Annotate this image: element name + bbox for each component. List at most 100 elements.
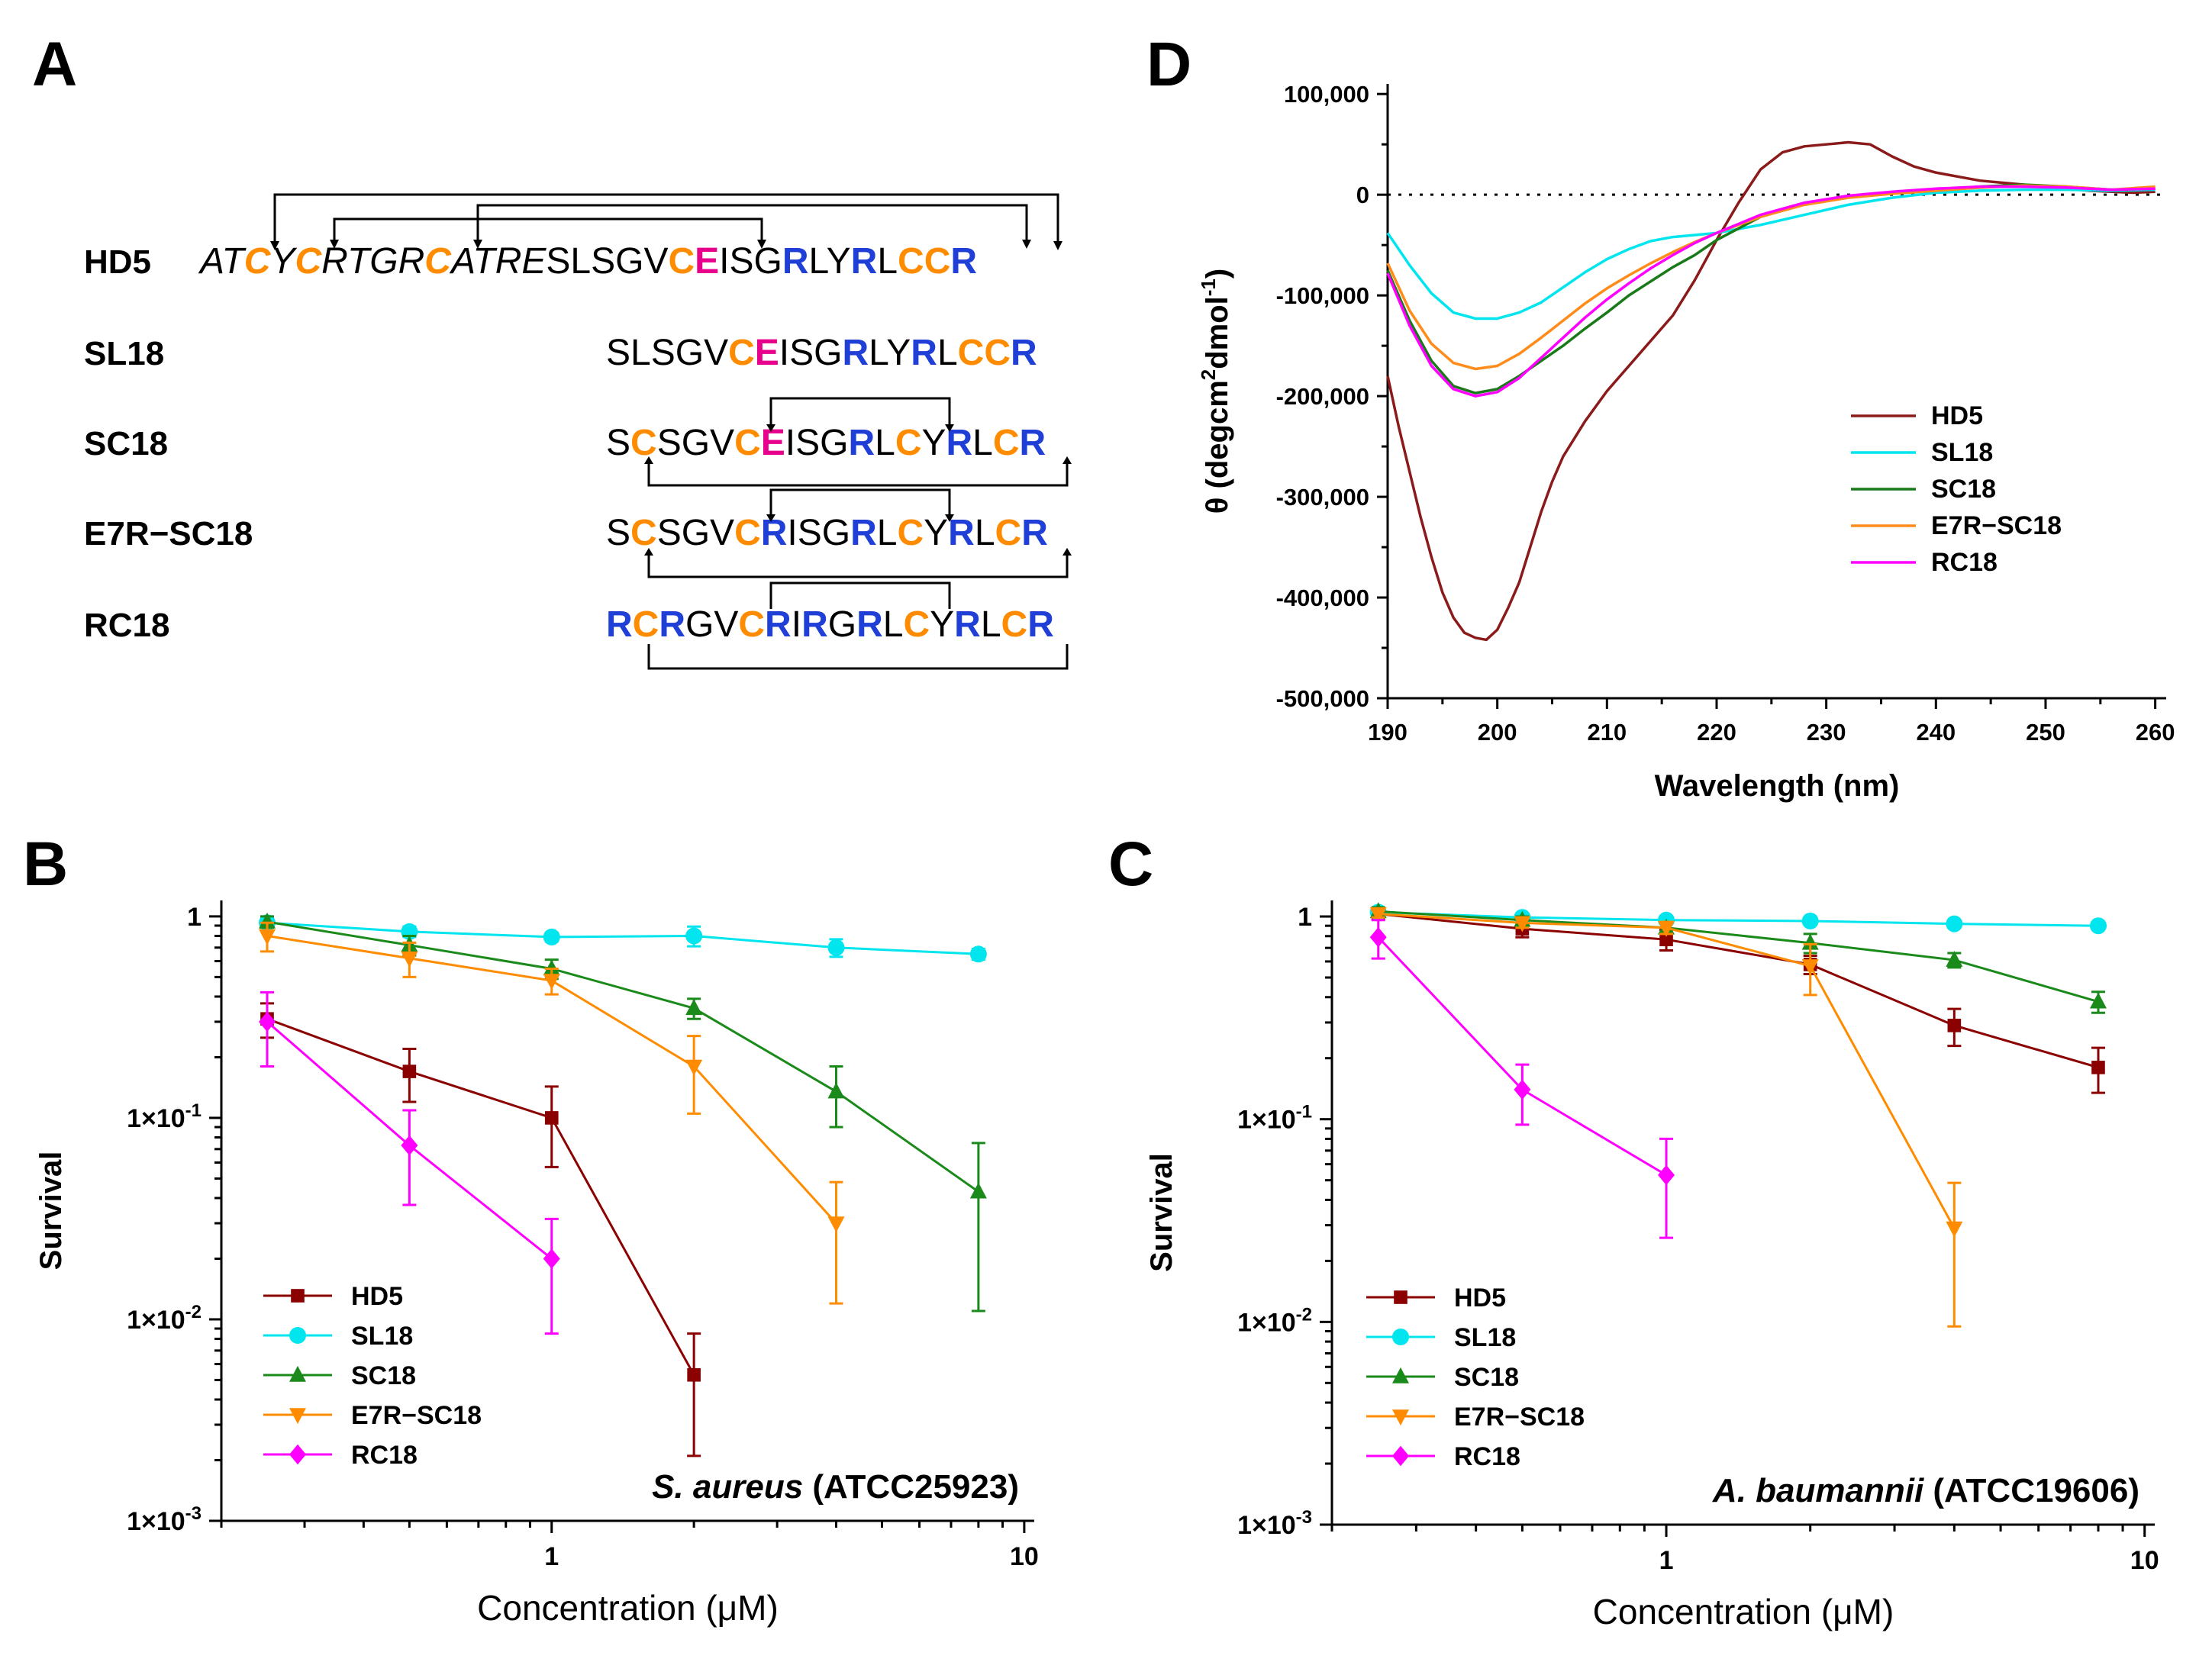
series-line bbox=[1377, 936, 1667, 1177]
series-sc18 bbox=[258, 912, 987, 1313]
residue-group: Y bbox=[921, 423, 946, 463]
residue-group: C bbox=[738, 604, 765, 645]
legend-label: HD5 bbox=[1454, 1284, 1506, 1313]
x-tick-label: 240 bbox=[1916, 719, 1956, 746]
data-point bbox=[258, 1011, 276, 1032]
data-point bbox=[1801, 959, 1819, 975]
x-tick-label: 1 bbox=[544, 1542, 559, 1571]
seq-name-rc18: RC18 bbox=[84, 607, 170, 644]
x-tick-label: 220 bbox=[1697, 719, 1736, 746]
x-tick-label: 190 bbox=[1368, 719, 1407, 746]
y-tick-label: -100,000 bbox=[1276, 282, 1369, 309]
legend-marker bbox=[1392, 1329, 1409, 1345]
y-tick-label: 1×10-2 bbox=[1237, 1304, 1312, 1337]
data-point bbox=[1947, 1019, 1962, 1032]
y-axis-label: θ (degcm2dmol-1) bbox=[1197, 269, 1234, 514]
residue-group: C bbox=[424, 241, 452, 282]
residue-group: R bbox=[801, 604, 828, 645]
seq-name-sc18: SC18 bbox=[84, 425, 168, 462]
data-point bbox=[401, 951, 418, 968]
residue-group: R bbox=[782, 241, 809, 282]
residue-group: C bbox=[295, 241, 322, 282]
series-e7r-sc18 bbox=[1369, 907, 1963, 1328]
residue-group: R bbox=[848, 423, 875, 463]
data-point bbox=[401, 1135, 418, 1156]
residue-group: S bbox=[606, 423, 630, 463]
residue-group: C bbox=[734, 513, 761, 553]
legend-label: SL18 bbox=[1931, 438, 1993, 467]
y-axis-label: Survival bbox=[1145, 1153, 1179, 1272]
legend-marker bbox=[1394, 1290, 1407, 1304]
sequence-panel: HD5 SL18 SC18 E7R−SC18 RC18 ATCYCRTGRCAT… bbox=[84, 193, 1072, 670]
rc18-bond-top bbox=[769, 581, 951, 609]
legend-marker bbox=[1392, 1367, 1409, 1383]
y-tick-label: 1 bbox=[187, 903, 202, 932]
data-point bbox=[685, 1059, 703, 1076]
y-tick-label: 1 bbox=[1298, 903, 1312, 932]
residue-group: C bbox=[668, 241, 695, 282]
residue-group: LY bbox=[809, 241, 851, 282]
panel-label-b: B bbox=[23, 829, 68, 899]
residue-group: E bbox=[695, 241, 719, 282]
data-point bbox=[2091, 1061, 2105, 1074]
data-point bbox=[2089, 917, 2107, 935]
data-point bbox=[685, 927, 703, 945]
data-point bbox=[1514, 916, 1531, 932]
residue-group: C bbox=[734, 423, 761, 463]
residue-group: LY bbox=[869, 333, 911, 373]
x-axis-label: Wavelength (nm) bbox=[1655, 769, 1900, 803]
chart-d-cd-spectra: 190 200 210 220 230 240 250 260 100,000 0 -100,000… bbox=[1197, 81, 2175, 803]
legend-label: SC18 bbox=[351, 1361, 416, 1390]
sequence-e7r-sc18: SCSGVCRISGRLCYRLCR bbox=[606, 513, 1048, 553]
x-tick-label: 230 bbox=[1807, 719, 1846, 746]
residue-group: R bbox=[1027, 604, 1054, 645]
residue-group: R bbox=[761, 513, 788, 553]
y-tick-label: -400,000 bbox=[1276, 585, 1369, 611]
residue-group: C bbox=[633, 604, 659, 645]
residue-group: R bbox=[606, 604, 633, 645]
series-line bbox=[1378, 913, 2099, 1069]
x-tick-label: 250 bbox=[2026, 719, 2065, 746]
legend-marker bbox=[291, 1289, 305, 1303]
series-line bbox=[1378, 910, 2099, 1003]
residue-group: C bbox=[728, 333, 755, 373]
panel-label-a: A bbox=[32, 30, 77, 99]
x-tick-label: 260 bbox=[2136, 719, 2175, 746]
y-tick-label: 1×10-3 bbox=[127, 1503, 202, 1536]
data-point bbox=[402, 1065, 417, 1078]
residue-group: R bbox=[850, 513, 877, 553]
residue-group: L bbox=[877, 241, 898, 282]
data-point bbox=[1514, 1079, 1531, 1100]
series-hd5 bbox=[260, 1002, 701, 1457]
legend-marker bbox=[289, 1365, 306, 1382]
residue-group: C bbox=[1001, 604, 1028, 645]
data-point bbox=[827, 1216, 845, 1233]
sc18-bond-bottom bbox=[647, 461, 1069, 487]
residue-group: SLSGV bbox=[606, 333, 728, 373]
legend-label: SL18 bbox=[1454, 1323, 1516, 1352]
data-point bbox=[1801, 933, 1819, 950]
data-point bbox=[1946, 950, 1963, 967]
residue-group: CC bbox=[898, 241, 950, 282]
residue-group: C bbox=[993, 423, 1020, 463]
residue-group: E bbox=[761, 423, 785, 463]
data-point bbox=[687, 1367, 701, 1382]
x-tick-label: 10 bbox=[2130, 1546, 2159, 1575]
legend: HD5 SL18 SC18 E7R−SC18 RC18 bbox=[1366, 1284, 1585, 1471]
y-tick-label: -200,000 bbox=[1276, 383, 1369, 410]
data-point bbox=[827, 1082, 845, 1099]
legend-label: E7R−SC18 bbox=[1931, 511, 2062, 540]
data-point bbox=[258, 929, 276, 945]
y-tick-label: 1×10-3 bbox=[1237, 1507, 1312, 1540]
sc18-bond-top bbox=[769, 397, 951, 427]
x-tick-label: 200 bbox=[1478, 719, 1517, 746]
residue-group: L bbox=[975, 513, 995, 553]
legend-label: HD5 bbox=[351, 1282, 403, 1311]
seq-name-hd5: HD5 bbox=[84, 243, 151, 281]
residue-group: C bbox=[995, 513, 1022, 553]
residue-group: R bbox=[948, 513, 975, 553]
residue-group: SGV bbox=[657, 513, 734, 553]
data-point bbox=[1658, 1164, 1675, 1186]
y-tick-label: 0 bbox=[1356, 182, 1369, 208]
